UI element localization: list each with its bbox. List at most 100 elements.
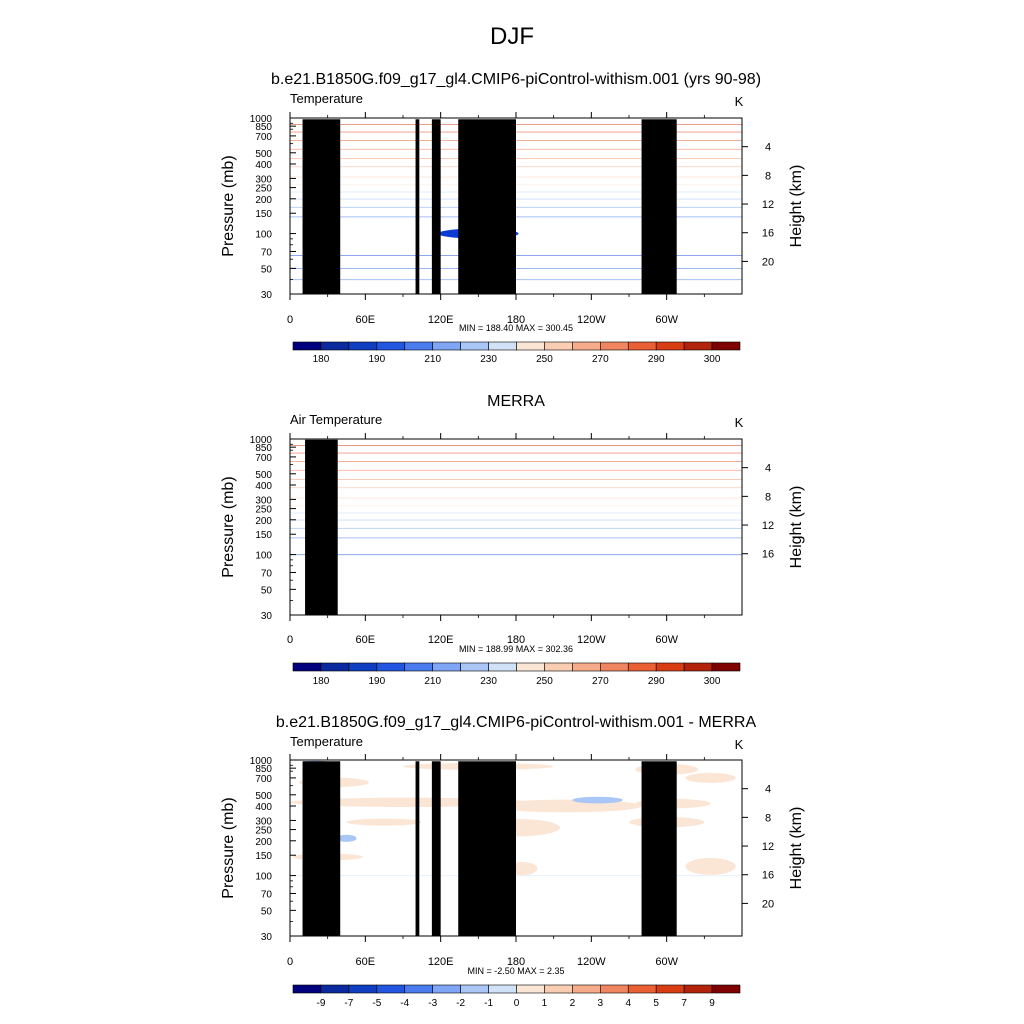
colorbar-swatch xyxy=(683,341,713,351)
min-max-stats: MIN = 188.40 MAX = 300.45 xyxy=(459,323,573,333)
y-tick-label: 30 xyxy=(261,932,273,943)
colorbar-swatch xyxy=(544,662,573,672)
y-axis-title-right: Height (km) xyxy=(788,486,805,569)
y-tick-label: 200 xyxy=(255,195,272,206)
x-tick-label: 60W xyxy=(655,314,678,326)
y-tick-label: 1000 xyxy=(250,756,273,767)
topography xyxy=(641,119,677,294)
topography xyxy=(415,119,420,294)
colorbar-swatch xyxy=(348,984,378,994)
colorbar-swatch xyxy=(432,341,461,351)
y-tick-label: 1000 xyxy=(250,114,273,125)
colorbar-label: -3 xyxy=(428,998,437,1009)
y-tick-label: 50 xyxy=(261,906,273,917)
y-right-tick-label: 8 xyxy=(765,170,771,182)
units-label: K xyxy=(735,737,744,752)
colorbar-swatch xyxy=(572,984,601,994)
y-tick-label: 70 xyxy=(261,568,273,579)
x-tick-label: 180 xyxy=(507,956,525,968)
panel-title: MERRA xyxy=(487,393,545,410)
colorbar-label: 2 xyxy=(570,998,576,1009)
colorbar-label: 0 xyxy=(514,998,520,1009)
colorbar-label: 230 xyxy=(480,354,497,365)
colorbar-swatch xyxy=(572,662,601,672)
colorbar-swatch xyxy=(460,984,489,994)
y-axis-title: Pressure (mb) xyxy=(220,797,237,898)
contour-band xyxy=(290,452,742,454)
x-tick-label: 60E xyxy=(356,634,376,646)
y-right-tick-label: 12 xyxy=(762,841,774,853)
contour-band xyxy=(290,554,742,556)
variable-label: Air Temperature xyxy=(290,412,382,427)
y-right-tick-label: 12 xyxy=(762,199,774,211)
colorbar-swatch xyxy=(488,662,517,672)
x-tick-label: 60W xyxy=(655,634,678,646)
y-tick-label: 1000 xyxy=(250,435,273,446)
topography xyxy=(458,761,516,936)
x-tick-label: 120E xyxy=(428,956,454,968)
x-tick-label: 60E xyxy=(356,956,376,968)
y-right-tick-label: 8 xyxy=(765,491,771,503)
colorbar-label: -4 xyxy=(400,998,409,1009)
colorbar-swatch xyxy=(320,984,350,994)
contour-band xyxy=(290,505,742,507)
colorbar-swatch xyxy=(544,341,573,351)
colorbar-label: 300 xyxy=(704,354,721,365)
topography xyxy=(431,119,441,294)
contour-band xyxy=(290,512,742,514)
y-tick-label: 250 xyxy=(255,505,272,516)
colorbar-swatch xyxy=(600,662,629,672)
y-tick-label: 300 xyxy=(255,495,272,506)
plot-area xyxy=(290,760,742,936)
colorbar-swatch xyxy=(627,984,657,994)
colorbar-swatch xyxy=(460,341,489,351)
colorbar-label: 5 xyxy=(653,998,659,1009)
colorbar-swatch xyxy=(711,341,741,351)
y-tick-label: 400 xyxy=(255,481,272,492)
colorbar-label: 250 xyxy=(536,354,553,365)
y-right-tick-label: 4 xyxy=(765,463,771,475)
y-axis-title: Pressure (mb) xyxy=(220,155,237,256)
colorbar-swatch xyxy=(292,341,322,351)
units-label: K xyxy=(735,415,744,430)
contour-band xyxy=(290,537,742,539)
colorbar-swatch xyxy=(432,662,461,672)
contour-band xyxy=(290,469,742,471)
colorbar-swatch xyxy=(348,341,378,351)
colorbar-swatch xyxy=(627,662,657,672)
y-right-tick-label: 4 xyxy=(765,784,771,796)
colorbar-swatch xyxy=(404,662,433,672)
topography xyxy=(641,761,677,936)
y-tick-label: 30 xyxy=(261,611,273,622)
topography xyxy=(458,119,516,294)
y-tick-label: 700 xyxy=(255,774,272,785)
x-tick-label: 180 xyxy=(507,634,525,646)
contour-feature xyxy=(346,818,422,826)
colorbar-label: 230 xyxy=(480,676,497,687)
topography xyxy=(325,121,336,294)
x-tick-label: 120W xyxy=(577,634,606,646)
colorbar-swatch xyxy=(600,341,629,351)
colorbar-swatch xyxy=(544,984,573,994)
colorbar-label: 290 xyxy=(648,354,665,365)
contour-band xyxy=(290,445,742,446)
colorbar-label: 190 xyxy=(368,676,385,687)
colorbar-swatch xyxy=(488,341,517,351)
y-tick-label: 850 xyxy=(255,764,272,775)
colorbar-swatch xyxy=(320,341,350,351)
colorbar-swatch xyxy=(320,662,350,672)
min-max-stats: MIN = 188.99 MAX = 302.36 xyxy=(459,644,573,654)
variable-label: Temperature xyxy=(290,91,363,106)
y-tick-label: 250 xyxy=(255,826,272,837)
colorbar-label: -1 xyxy=(484,998,493,1009)
colorbar-swatch xyxy=(432,984,461,994)
colorbar-label: -7 xyxy=(344,998,353,1009)
units-label: K xyxy=(735,94,744,109)
y-tick-label: 100 xyxy=(255,551,272,562)
y-tick-label: 700 xyxy=(255,453,272,464)
y-right-tick-label: 16 xyxy=(762,870,774,882)
x-tick-label: 120W xyxy=(577,956,606,968)
contour-band xyxy=(290,487,742,489)
colorbar-label: 180 xyxy=(313,676,330,687)
colorbar-label: 9 xyxy=(709,998,715,1009)
